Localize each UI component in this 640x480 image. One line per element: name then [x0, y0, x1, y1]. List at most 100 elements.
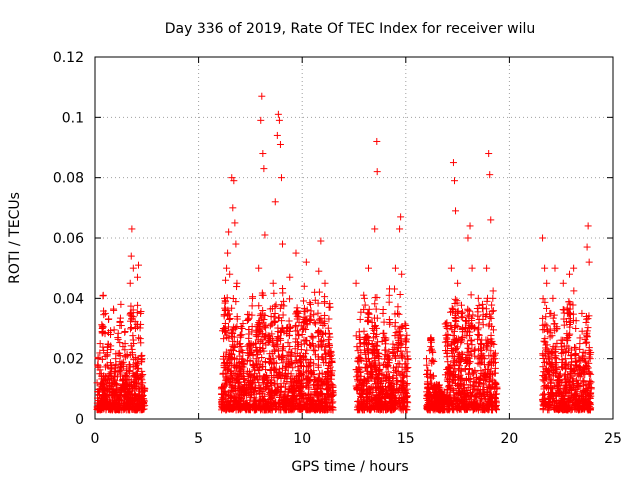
data-point	[373, 137, 381, 145]
data-point	[279, 347, 287, 355]
data-point	[99, 291, 107, 299]
data-point	[485, 150, 493, 158]
axis-ticks: 0 5 10 15 20 25 0 0.02 0.04 0.06 0.08 0.1 0.12	[53, 50, 622, 447]
data-point	[483, 264, 491, 272]
data-point	[138, 406, 146, 414]
data-point	[225, 310, 233, 318]
chart-title: Day 336 of 2019, Rate Of TEC Index for r…	[165, 21, 535, 37]
data-point	[550, 311, 558, 319]
data-point	[576, 340, 584, 348]
data-point	[94, 355, 102, 363]
data-point	[133, 309, 141, 317]
data-point	[292, 321, 300, 329]
data-point	[466, 222, 474, 230]
x-tick-label: 5	[194, 431, 203, 447]
data-point	[273, 131, 281, 139]
data-point	[583, 243, 591, 251]
data-point	[257, 116, 265, 124]
data-point	[585, 258, 593, 266]
data-point	[584, 222, 592, 230]
data-point	[257, 310, 265, 318]
data-point	[543, 279, 551, 287]
y-tick-label: 0.08	[53, 171, 84, 187]
data-point	[121, 372, 129, 380]
data-point	[570, 287, 578, 295]
data-point	[270, 289, 278, 297]
data-point	[277, 174, 285, 182]
y-tick-label: 0.12	[53, 50, 84, 66]
data-point	[100, 346, 108, 354]
data-point	[125, 367, 133, 375]
data-point	[466, 307, 474, 315]
data-point	[116, 321, 124, 329]
data-point	[551, 264, 559, 272]
data-point	[116, 339, 124, 347]
data-point	[298, 331, 306, 339]
y-tick-label: 0.04	[53, 291, 84, 307]
data-point	[117, 384, 125, 392]
data-point	[97, 382, 105, 390]
data-point	[379, 309, 387, 317]
data-point	[136, 335, 144, 343]
data-point	[274, 110, 282, 118]
data-point	[259, 150, 267, 158]
data-point	[94, 388, 102, 396]
data-point	[224, 249, 232, 257]
data-point	[286, 273, 294, 281]
y-tick-label: 0.02	[53, 352, 84, 368]
data-point	[129, 306, 137, 314]
data-point	[365, 264, 373, 272]
data-point	[233, 279, 241, 287]
data-point	[137, 309, 145, 317]
data-point	[285, 317, 293, 325]
data-point	[261, 231, 269, 239]
data-point	[135, 334, 143, 342]
data-point	[373, 168, 381, 176]
data-point	[361, 301, 369, 309]
data-point	[487, 216, 495, 224]
data-point	[258, 92, 266, 100]
data-point	[127, 252, 135, 260]
data-point	[321, 279, 329, 287]
data-point	[127, 323, 135, 331]
data-point	[306, 300, 314, 308]
gridlines	[95, 57, 613, 419]
x-tick-label: 0	[91, 431, 100, 447]
data-point	[127, 391, 135, 399]
data-point	[114, 350, 122, 358]
data-point	[223, 264, 231, 272]
data-point	[286, 295, 294, 303]
data-point	[140, 386, 148, 394]
data-point	[117, 300, 125, 308]
data-point	[489, 294, 497, 302]
data-point	[276, 140, 284, 148]
data-point	[99, 323, 107, 331]
data-point	[394, 303, 402, 311]
data-point	[402, 360, 410, 368]
data-point	[132, 354, 140, 362]
data-point	[353, 343, 361, 351]
data-point	[478, 300, 486, 308]
data-point	[373, 293, 381, 301]
data-point	[467, 291, 475, 299]
data-point	[96, 349, 104, 357]
data-point	[541, 264, 549, 272]
data-point	[248, 294, 256, 302]
data-point	[452, 207, 460, 215]
data-point	[105, 392, 113, 400]
data-point	[293, 304, 301, 312]
data-point	[311, 320, 319, 328]
data-point	[138, 367, 146, 375]
data-point	[311, 347, 319, 355]
data-point	[572, 325, 580, 332]
data-point	[382, 346, 390, 354]
data-point	[578, 309, 586, 317]
data-point	[96, 366, 104, 374]
data-point	[486, 171, 494, 179]
data-point	[94, 362, 102, 370]
data-point	[284, 339, 292, 347]
data-point	[549, 294, 557, 302]
data-point	[391, 285, 399, 293]
data-point	[474, 308, 482, 316]
